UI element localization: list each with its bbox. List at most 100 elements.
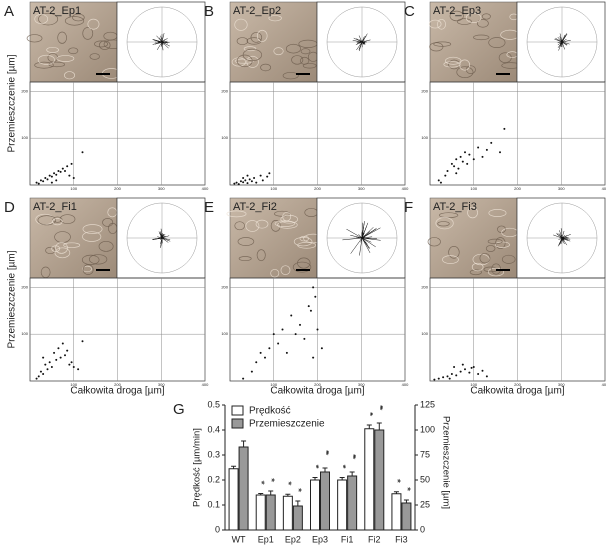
point — [44, 363, 47, 366]
cell — [243, 46, 257, 52]
y2-tick-label: 125 — [420, 399, 435, 409]
point — [477, 372, 480, 375]
rose-track — [356, 41, 363, 51]
rose-track — [359, 237, 363, 256]
y-tick-label: 200 — [421, 284, 428, 289]
y-tick-label: 0.1 — [207, 499, 220, 509]
rose-track — [152, 237, 163, 240]
point — [464, 151, 466, 154]
point — [307, 305, 310, 308]
panel-label: E — [204, 199, 214, 216]
micrograph — [229, 197, 318, 279]
x-tick-label: 400 — [202, 186, 209, 191]
y-tick-label: 0.3 — [207, 449, 220, 459]
cell — [292, 261, 312, 273]
point — [55, 358, 58, 361]
cell — [72, 13, 85, 22]
x-tick-label: 100 — [470, 186, 477, 191]
cell — [427, 237, 441, 247]
cell — [89, 53, 100, 60]
micrograph — [29, 197, 118, 279]
y-tick-label: 0.5 — [207, 399, 220, 409]
panel-label: B — [204, 3, 214, 20]
point — [46, 368, 49, 371]
rose-track — [157, 236, 163, 239]
x-tick-label: 400 — [402, 382, 409, 387]
cell — [501, 254, 516, 264]
cell — [297, 241, 317, 249]
rose-track — [350, 237, 363, 254]
cell — [445, 56, 462, 65]
x-axis-label: Całkowita droga [µm] — [70, 386, 164, 397]
point — [450, 372, 453, 375]
cell — [438, 212, 459, 219]
point — [246, 174, 249, 177]
y-tick-label: 200 — [421, 88, 428, 93]
cell — [459, 59, 471, 71]
point — [259, 351, 262, 354]
cell — [429, 42, 444, 52]
cell — [465, 12, 482, 23]
rose-track — [346, 228, 363, 239]
cell — [277, 221, 298, 229]
significance: ** — [392, 479, 401, 483]
cell — [64, 16, 85, 26]
y-tick-label: 0.4 — [207, 424, 220, 434]
rose-track — [361, 237, 376, 248]
point — [266, 175, 269, 178]
cell — [437, 18, 446, 30]
rose-track — [561, 38, 567, 43]
rose-track — [152, 38, 163, 43]
point — [81, 340, 84, 343]
point — [481, 369, 484, 372]
rose-track — [358, 234, 363, 239]
cell — [82, 224, 103, 234]
point — [303, 337, 306, 340]
point — [250, 180, 253, 183]
rose-track — [561, 237, 564, 241]
bar — [255, 494, 266, 531]
y2-tick-label: 100 — [420, 424, 435, 434]
point — [59, 356, 62, 359]
cell — [442, 255, 459, 264]
rose-track — [161, 233, 163, 239]
point — [259, 174, 262, 177]
y-tick-label: 0.2 — [207, 474, 220, 484]
point — [442, 376, 445, 379]
rose-track — [161, 41, 168, 44]
point — [294, 333, 297, 336]
rose-track — [560, 228, 563, 239]
cell — [234, 18, 248, 31]
cell — [467, 206, 478, 219]
y-axis-label: Przemieszczenie [µm] — [7, 250, 18, 348]
cell — [256, 249, 266, 262]
cell — [55, 242, 68, 254]
point — [433, 378, 436, 381]
rose-track — [350, 234, 363, 239]
rose-track — [156, 41, 163, 51]
cell — [428, 19, 442, 29]
rose-track — [353, 37, 363, 43]
point — [64, 354, 66, 357]
significance: ** — [267, 478, 276, 482]
x-tick-label: 200 — [314, 186, 321, 191]
cell — [87, 18, 100, 30]
cell — [456, 18, 472, 25]
cell — [237, 237, 255, 246]
point — [437, 377, 440, 380]
cell — [82, 265, 93, 273]
cell — [449, 10, 464, 22]
cell — [231, 57, 246, 67]
point — [242, 181, 245, 184]
point — [437, 179, 440, 182]
point — [50, 181, 53, 184]
point — [239, 180, 242, 183]
significance: ** — [257, 481, 266, 485]
rose-track — [159, 38, 163, 43]
x-tick-label: 300 — [158, 382, 165, 387]
legend-swatch — [231, 418, 244, 429]
point — [68, 174, 71, 177]
rose-track — [361, 35, 367, 43]
point — [46, 178, 49, 181]
panel-title: AT-2_Fi2 — [233, 201, 277, 213]
